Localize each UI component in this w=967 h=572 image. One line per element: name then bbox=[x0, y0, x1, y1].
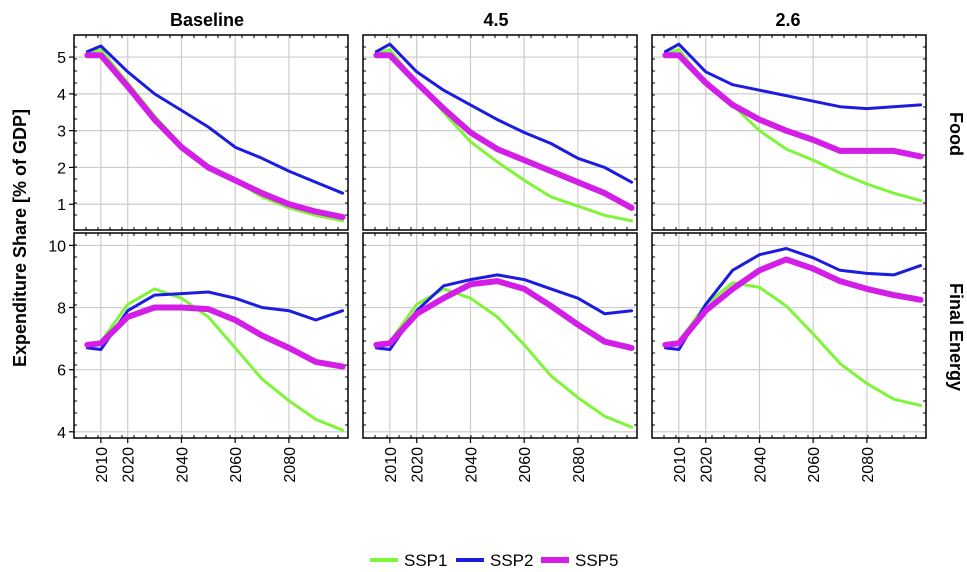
panel-final-energy-baseline: 4 6 8 10 2010 2020 2040 2060 2080 bbox=[48, 232, 349, 483]
y-tick-label: 4 bbox=[57, 87, 66, 104]
series-line-ssp2 bbox=[85, 44, 345, 195]
x-tick-label: 2040 bbox=[464, 447, 481, 483]
x-tick-label: 2080 bbox=[571, 447, 588, 483]
x-tick-label: 2040 bbox=[175, 447, 192, 483]
y-tick-label: 6 bbox=[57, 363, 66, 380]
panel-food-baseline-background bbox=[74, 35, 348, 230]
x-tick-label: 2020 bbox=[699, 447, 716, 483]
panel-final-energy-2-6-background bbox=[652, 233, 926, 438]
series-line-ssp2 bbox=[663, 42, 923, 111]
series-line-ssp5 bbox=[662, 256, 924, 348]
column-title-4-5: 4.5 bbox=[483, 10, 508, 30]
panel-food-2-6-frame bbox=[651, 34, 927, 231]
x-tick-label: 2080 bbox=[860, 447, 877, 483]
y-tick-label: 2 bbox=[57, 160, 66, 177]
series-line-ssp1 bbox=[374, 287, 634, 429]
series-line-ssp2 bbox=[374, 42, 634, 184]
x-tick-label: 2060 bbox=[517, 447, 534, 483]
series-line-ssp1 bbox=[85, 287, 345, 432]
x-tick-label: 2080 bbox=[282, 447, 299, 483]
column-title-2-6: 2.6 bbox=[775, 10, 800, 30]
panel-food-4-5-background bbox=[363, 35, 637, 230]
panel-food-4-5 bbox=[362, 34, 638, 231]
panel-food-baseline: 1 2 3 4 5 bbox=[57, 34, 349, 231]
x-tick-label: 2060 bbox=[228, 447, 245, 483]
series-line-ssp5 bbox=[84, 304, 346, 370]
y-tick-label: 4 bbox=[57, 425, 66, 442]
legend: SSP1 SSP2 SSP5 bbox=[370, 551, 618, 570]
x-tick-label: 2020 bbox=[121, 447, 138, 483]
x-tick-label: 2060 bbox=[806, 447, 823, 483]
panel-final-energy-baseline-frame bbox=[73, 232, 349, 439]
legend-label-ssp5: SSP5 bbox=[575, 551, 618, 570]
series-line-ssp5 bbox=[84, 52, 346, 221]
x-tick-label: 2010 bbox=[672, 447, 689, 483]
y-tick-label: 8 bbox=[57, 301, 66, 318]
legend-label-ssp1: SSP1 bbox=[404, 551, 447, 570]
legend-label-ssp2: SSP2 bbox=[490, 551, 533, 570]
panel-final-energy-4-5: 2010 2020 2040 2060 2080 bbox=[362, 232, 638, 483]
x-tick-label: 2040 bbox=[753, 447, 770, 483]
series-line-ssp5 bbox=[373, 278, 635, 351]
panel-food-baseline-frame bbox=[73, 34, 349, 231]
row-title-food: Food bbox=[946, 112, 966, 156]
panel-final-energy-2-6-frame bbox=[651, 232, 927, 439]
x-tick-label: 2010 bbox=[94, 447, 111, 483]
y-tick-label: 5 bbox=[57, 50, 66, 67]
y-tick-label: 10 bbox=[48, 238, 66, 255]
x-tick-label: 2020 bbox=[410, 447, 427, 483]
y-tick-label: 1 bbox=[57, 197, 66, 214]
panel-final-energy-4-5-frame bbox=[362, 232, 638, 439]
row-title-final-energy: Final Energy bbox=[946, 283, 966, 391]
column-title-baseline: Baseline bbox=[170, 10, 244, 30]
panel-food-2-6 bbox=[651, 34, 927, 231]
y-tick-label: 3 bbox=[57, 124, 66, 141]
panel-final-energy-baseline-background bbox=[74, 233, 348, 438]
panel-final-energy-2-6: 2010 2020 2040 2060 2080 bbox=[651, 232, 927, 483]
series-line-ssp5 bbox=[662, 52, 924, 160]
panel-food-4-5-frame bbox=[362, 34, 638, 231]
x-tick-label: 2010 bbox=[383, 447, 400, 483]
y-axis-label: Expenditure Share [% of GDP] bbox=[10, 109, 30, 367]
series-line-ssp5 bbox=[373, 52, 635, 211]
